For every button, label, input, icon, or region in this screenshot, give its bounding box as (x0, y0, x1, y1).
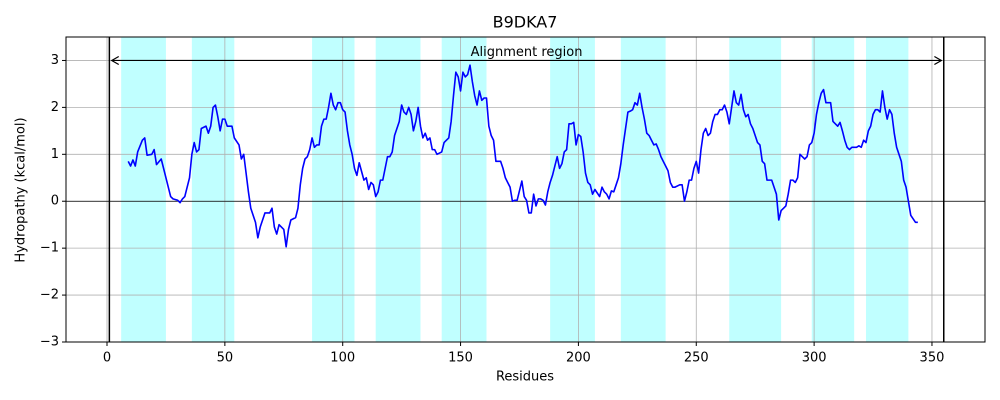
chart-title: B9DKA7 (493, 13, 558, 32)
data-line (127, 64, 918, 248)
shaded-region (375, 37, 421, 342)
shaded-region (191, 37, 235, 342)
annotation-text: Alignment region (471, 45, 583, 60)
arrow-head (934, 55, 943, 65)
x-axis-label: Residues (496, 370, 554, 385)
y-axis-label: Hydropathy (kcal/mol) (14, 117, 29, 262)
plot-area: Alignment region (66, 37, 985, 343)
x-tick-label: 250 (684, 351, 709, 366)
y-tick-label: −2 (40, 288, 59, 303)
shaded-region (312, 37, 355, 342)
y-tick-label: −3 (40, 335, 59, 350)
shaded-region (620, 37, 666, 342)
shaded-region (441, 37, 487, 342)
arrow-head (110, 55, 120, 65)
shaded-region (729, 37, 782, 342)
y-tick-label: 2 (51, 100, 59, 115)
shaded-region (121, 37, 166, 342)
y-tick-label: 1 (51, 147, 59, 162)
x-tick-label: 300 (802, 351, 827, 366)
x-tick-label: 200 (566, 351, 591, 366)
shaded-region (811, 37, 855, 342)
shaded-region (865, 37, 909, 342)
x-tick-label: 100 (330, 351, 355, 366)
axes-frame (65, 36, 986, 343)
shaded-region (550, 37, 595, 342)
y-tick-label: 3 (51, 53, 59, 68)
y-tick-label: −1 (40, 241, 59, 256)
x-tick-label: 150 (448, 351, 473, 366)
x-tick-label: 0 (103, 351, 111, 366)
x-tick-label: 350 (920, 351, 945, 366)
x-tick-label: 50 (217, 351, 234, 366)
y-tick-label: 0 (51, 194, 59, 209)
